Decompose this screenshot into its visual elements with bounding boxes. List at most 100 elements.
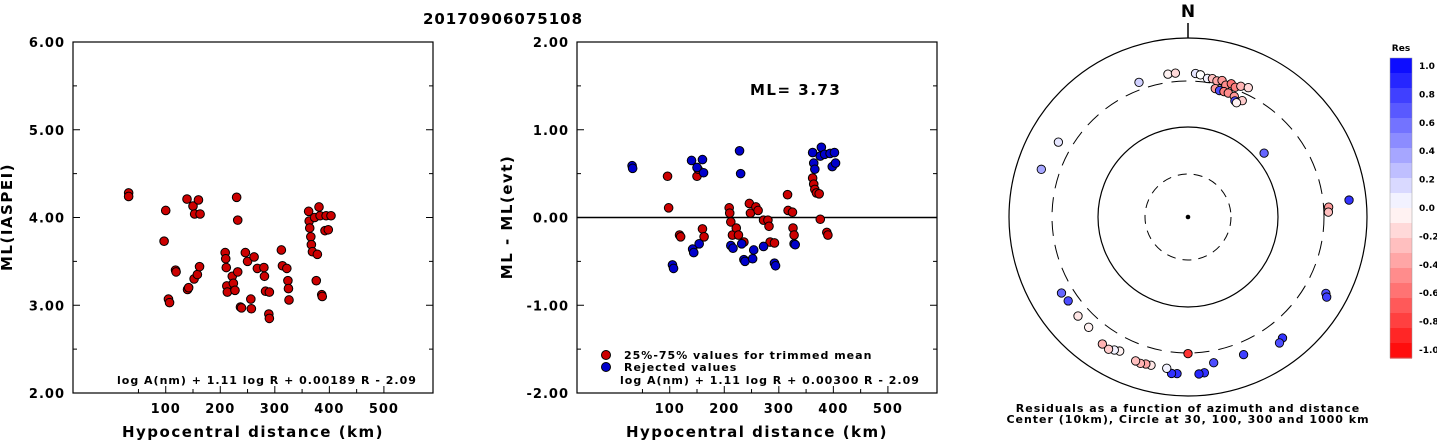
data-point (303, 206, 314, 217)
colorbar-cell (1390, 193, 1412, 209)
colorbar-cell (1390, 208, 1412, 224)
colorbar-border (1389, 57, 1413, 359)
colorbar-tick-label: -0.8 (1419, 318, 1437, 328)
data-point (304, 223, 315, 233)
x-tick-label: 200 (205, 402, 235, 417)
x-axis-ticks: 100 200 300 400 500 (641, 386, 902, 417)
station-marker (1056, 288, 1067, 298)
data-point (734, 146, 745, 156)
station-marker (1097, 339, 1108, 349)
data-point (264, 313, 275, 324)
x-tick-label: 100 (151, 402, 181, 417)
data-point (698, 167, 709, 178)
data-point (246, 303, 257, 314)
data-point (814, 189, 824, 199)
station-marker (1163, 69, 1173, 79)
colorbar-cell (1390, 253, 1412, 269)
data-point (195, 209, 205, 219)
colorbar-cell (1390, 328, 1412, 344)
y-axis-ticks: 2.00 3.00 4.00 5.00 6.00 (29, 36, 433, 402)
data-point (697, 154, 708, 165)
x-tick-label: 100 (655, 402, 685, 417)
data-point (787, 207, 798, 218)
data-point (242, 256, 253, 267)
circle-1000km (1008, 37, 1368, 397)
data-point (259, 271, 270, 282)
plot-frame (72, 41, 434, 394)
data-point (246, 294, 256, 304)
colorbar-cell (1390, 58, 1412, 74)
colorbar-tick-label: 0.2 (1419, 176, 1435, 186)
caption-line-1: Residuals as a function of azimuth and d… (1016, 402, 1360, 415)
y-axis-ticks: -2.00 -1.00 0.00 1.00 2.00 (527, 36, 937, 402)
station-marker (1259, 148, 1269, 158)
colorbar-tick-label: 0.0 (1419, 204, 1435, 214)
y-axis-label: ML(IASPEI) (0, 163, 16, 271)
data-point (283, 275, 293, 286)
y-tick-label: 4.00 (29, 212, 65, 227)
station-marker (1053, 137, 1064, 147)
data-point (323, 224, 334, 235)
data-point (192, 269, 203, 280)
station-marker (1209, 358, 1219, 368)
data-point (284, 295, 294, 305)
colorbar-cells (1389, 57, 1413, 359)
station-marker (1323, 207, 1334, 217)
data-point (694, 239, 704, 249)
colorbar-cell (1390, 313, 1412, 329)
ml-value: ML= 3.73 (750, 81, 841, 99)
data-point (733, 230, 744, 240)
data-point (726, 217, 736, 227)
data-point (823, 230, 833, 240)
y-axis-label: ML - ML(evt) (498, 155, 516, 279)
station-marker (1231, 98, 1242, 108)
data-point (758, 241, 769, 252)
data-point (282, 263, 292, 274)
colorbar-cell (1390, 178, 1412, 194)
data-point (306, 232, 316, 242)
data-point (221, 262, 232, 273)
data-point (692, 162, 702, 173)
north-label: N (1181, 2, 1195, 22)
colorbar-tick-label: 0.6 (1419, 119, 1435, 129)
x-axis-ticks: 100 200 300 400 500 (137, 386, 399, 417)
station-marker (1170, 68, 1181, 78)
data-point (240, 247, 251, 258)
colorbar-tick-label: -0.4 (1419, 261, 1437, 271)
colorbar-ticks: 1.0 0.8 0.6 0.4 0.2 0.0 -0.2 -0.4 -0.6 -0.8 -1.0 (1419, 62, 1437, 356)
data-point (283, 283, 294, 294)
colorbar-cell (1390, 163, 1412, 179)
colorbar-cell (1390, 118, 1412, 134)
colorbar-cell (1390, 133, 1412, 149)
epicenter-marker (1185, 214, 1191, 220)
data-point (663, 203, 674, 213)
station-marker (1238, 349, 1249, 360)
data-point (735, 168, 746, 179)
data-point (829, 147, 840, 158)
colorbar-cell (1390, 298, 1412, 314)
data-point (686, 155, 697, 166)
colorbar-cell (1390, 238, 1412, 254)
panel-ml-residual: 100 200 300 400 500 -2.00 -1.00 0.00 1.00 2.00 M… (498, 36, 938, 441)
data-point (747, 253, 758, 264)
station-marker (1130, 356, 1141, 366)
data-point (770, 260, 781, 271)
colorbar-cell (1390, 223, 1412, 239)
formula-annotation: log A(nm) + 1.11 log R + 0.00300 R - 2.0… (620, 374, 920, 387)
data-point (748, 245, 759, 255)
data-point (699, 232, 709, 242)
data-point (810, 164, 820, 175)
colorbar-cell (1390, 88, 1412, 104)
colorbar-cell (1390, 343, 1412, 359)
y-tick-label: -1.00 (527, 299, 569, 314)
data-point (194, 261, 205, 272)
data-point (232, 215, 243, 225)
y-tick-label: 0.00 (533, 212, 569, 227)
y-tick-label: 1.00 (533, 124, 569, 139)
data-point (264, 287, 275, 297)
x-tick-label: 500 (369, 402, 399, 417)
data-point (736, 239, 747, 249)
station-marker (1036, 164, 1046, 174)
data-point (232, 267, 243, 277)
